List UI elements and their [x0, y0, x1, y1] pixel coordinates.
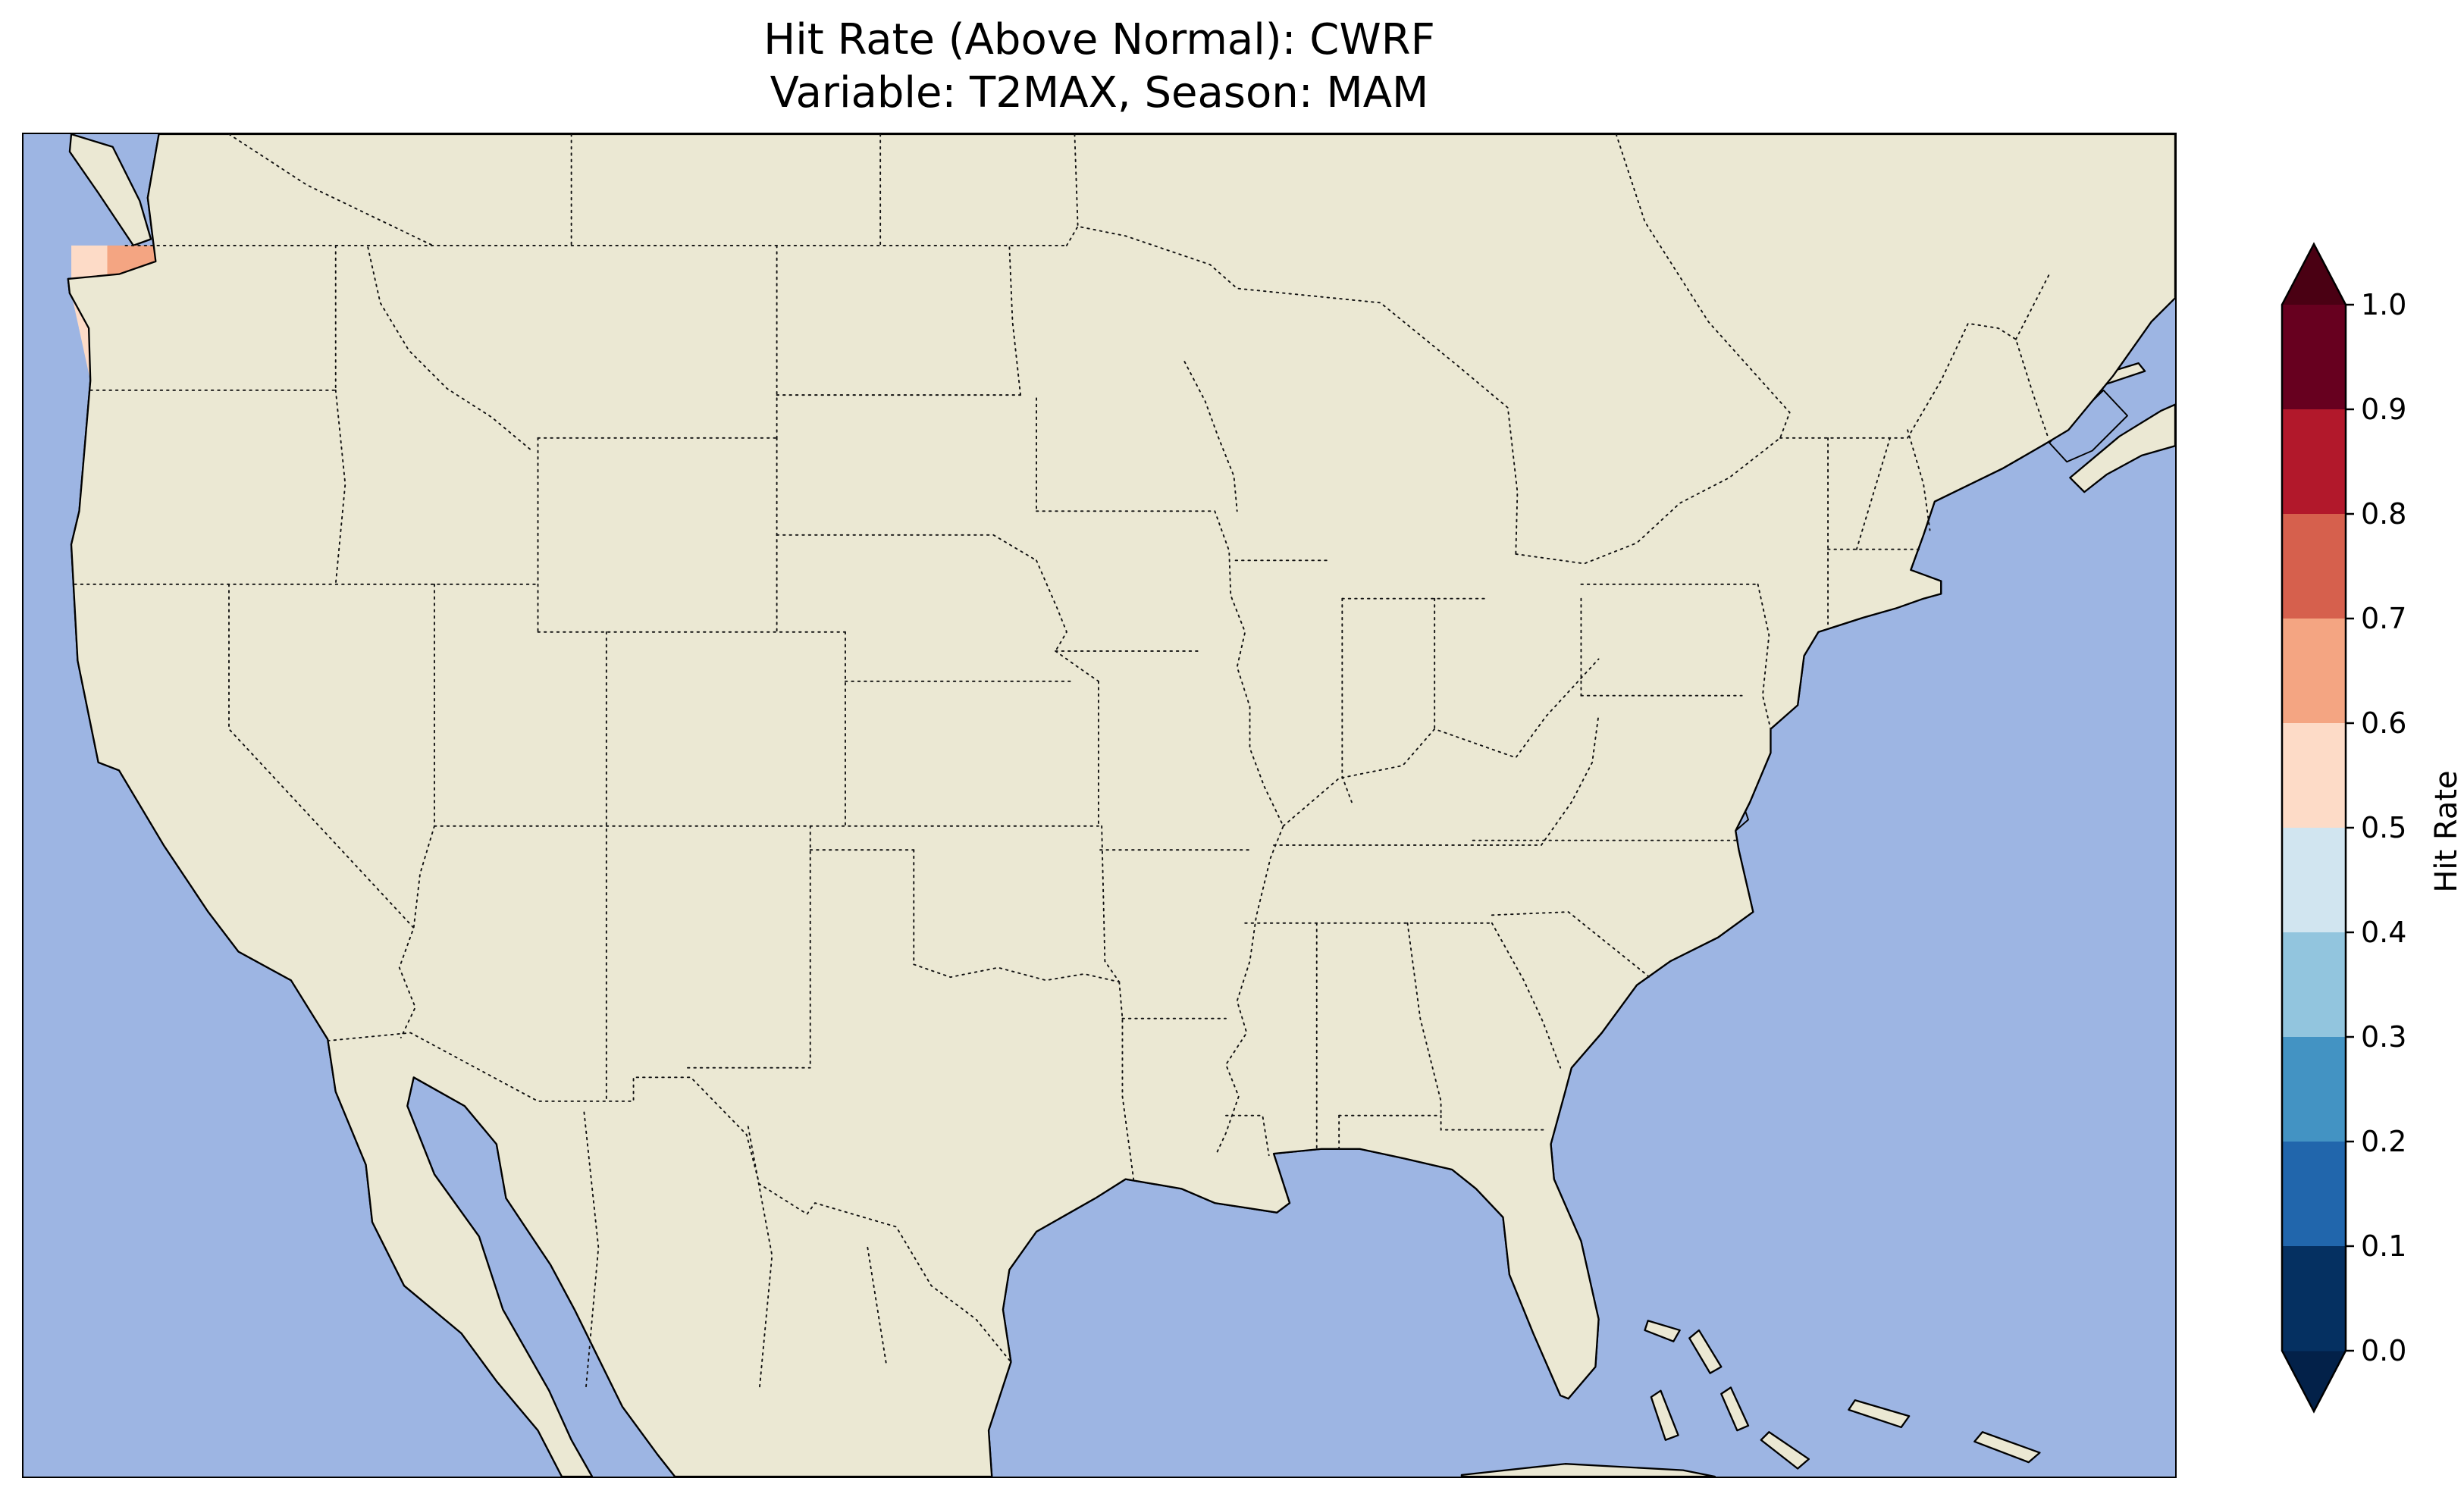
- colorbar-tick-label: 0.2: [2361, 1125, 2406, 1158]
- colorbar: 1.0 0.9 0.8 0.7 0.6 0.5 0.4 0.3 0.2 0.1 0.0: [2281, 241, 2455, 1427]
- colorbar-segment: [2282, 1246, 2346, 1351]
- state-borders: [74, 134, 2050, 1392]
- map-canvas: [24, 134, 2175, 1477]
- nova-scotia: [2069, 403, 2175, 493]
- bahamas-island: [1688, 1329, 1723, 1374]
- figure-title-line1: Hit Rate (Above Normal): CWRF: [763, 15, 1435, 64]
- colorbar-tick-label: 1.0: [2361, 288, 2406, 321]
- caribbean-island: [1973, 1431, 2041, 1464]
- colorbar-segment: [2282, 514, 2346, 619]
- colorbar-segment: [2282, 1142, 2346, 1247]
- colorbar-segment: [2282, 409, 2346, 515]
- colorbar-segment: [2282, 723, 2346, 828]
- map-frame: [22, 133, 2177, 1478]
- colorbar-tick-label: 0.6: [2361, 706, 2406, 740]
- bahamas-island: [1644, 1320, 1681, 1342]
- cuba-coast: [1460, 1463, 1716, 1477]
- colorbar-tick-label: 0.3: [2361, 1020, 2406, 1054]
- colorbar-tick-label: 0.9: [2361, 393, 2406, 426]
- vancouver-island: [68, 134, 152, 247]
- colorbar-tick-label: 0.4: [2361, 916, 2406, 949]
- colorbar-segment: [2282, 305, 2346, 410]
- colorbar-over-arrow: [2282, 244, 2346, 305]
- figure-title-line2: Variable: T2MAX, Season: MAM: [770, 68, 1429, 117]
- colorbar-canvas: 1.0 0.9 0.8 0.7 0.6 0.5 0.4 0.3 0.2 0.1 0.0: [2281, 242, 2406, 1414]
- colorbar-segment: [2282, 828, 2346, 933]
- bahamas-island: [1720, 1386, 1750, 1432]
- colorbar-tick-label: 0.0: [2361, 1334, 2406, 1367]
- colorbar-tick-label: 0.1: [2361, 1229, 2406, 1263]
- colorbar-segment: [2282, 932, 2346, 1038]
- colorbar-tick-label: 0.5: [2361, 811, 2406, 844]
- colorbar-under-arrow: [2282, 1351, 2346, 1411]
- colorbar-tick-label: 0.7: [2361, 602, 2406, 635]
- caribbean-island: [1848, 1399, 1911, 1429]
- colorbar-segment: [2282, 619, 2346, 724]
- bahamas-island: [1650, 1389, 1679, 1441]
- bahamas-island: [1760, 1431, 1810, 1470]
- colorbar-label: Hit Rate: [2429, 770, 2464, 893]
- colorbar-segment: [2282, 1037, 2346, 1142]
- colorbar-tick-label: 0.8: [2361, 497, 2406, 531]
